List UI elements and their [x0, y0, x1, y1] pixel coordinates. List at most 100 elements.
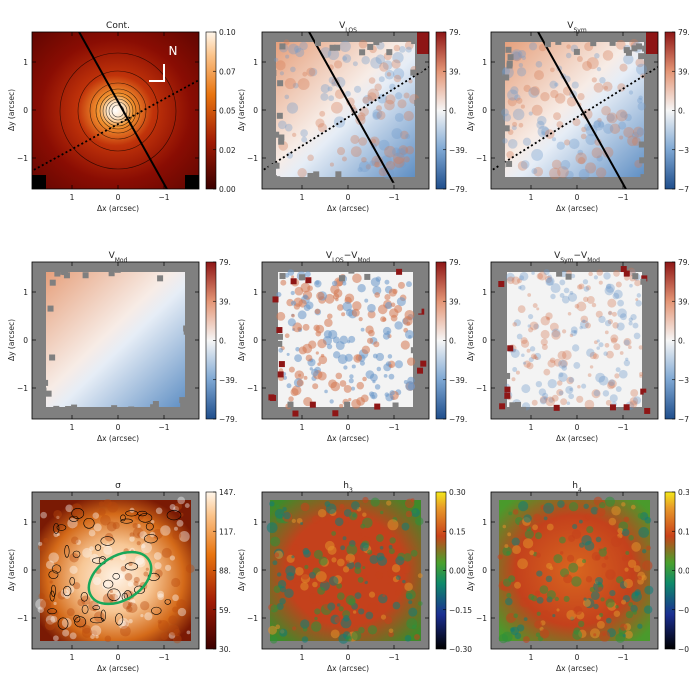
moment-speckle — [269, 501, 275, 507]
residual-speckle — [543, 268, 550, 276]
panel-title: VLOS — [339, 21, 357, 34]
residual-speckle — [547, 379, 557, 389]
moment-speckle — [359, 542, 369, 552]
residual-speckle — [309, 367, 313, 371]
velocity-speckle — [603, 85, 609, 90]
masked-pixel — [620, 266, 627, 273]
residual-speckle — [547, 359, 556, 368]
residual-speckle — [603, 351, 608, 356]
residual-speckle — [348, 378, 354, 384]
sigma-speckle — [37, 543, 46, 552]
colorbar-tick-label: 0.30 — [449, 488, 466, 497]
residual-speckle — [636, 293, 642, 298]
residual-speckle — [394, 321, 403, 330]
x-tick-label: −1 — [388, 423, 399, 432]
sigma-contour — [50, 584, 57, 597]
velocity-speckle — [512, 51, 521, 60]
sigma-contour — [53, 523, 60, 534]
moment-speckle — [571, 576, 582, 587]
moment-speckle — [539, 585, 549, 594]
sigma-speckle — [76, 618, 87, 629]
masked-pixel — [422, 271, 429, 278]
colorbar-tick-label: 0.30 — [678, 488, 689, 497]
moment-speckle — [376, 552, 385, 561]
moment-speckle — [517, 624, 525, 632]
residual-speckle — [529, 321, 539, 331]
velocity-speckle — [550, 89, 559, 99]
sigma-speckle — [133, 580, 139, 587]
moment-speckle — [388, 545, 393, 549]
masked-pixel — [544, 41, 551, 48]
moment-speckle — [345, 560, 350, 565]
masked-pixel — [655, 270, 658, 277]
sigma-speckle — [109, 589, 113, 593]
masked-pixel — [520, 406, 527, 413]
masked-pixel — [417, 340, 424, 347]
velocity-speckle — [286, 152, 294, 159]
sigma-speckle — [38, 541, 43, 546]
moment-speckle — [578, 519, 583, 524]
x-axis-label: Δx (arcsec) — [327, 204, 369, 213]
residual-speckle — [515, 370, 520, 375]
masked-pixel — [271, 359, 278, 366]
moment-speckle — [395, 556, 405, 566]
colorbar-tick-label: −0.30 — [678, 645, 689, 654]
moment-speckle — [358, 608, 365, 615]
masked-pixel — [38, 377, 45, 384]
residual-speckle — [615, 281, 622, 288]
sigma-speckle — [90, 625, 102, 637]
moment-speckle — [621, 502, 626, 507]
moment-speckle — [596, 620, 605, 629]
velocity-speckle — [279, 71, 285, 76]
residual-speckle — [518, 275, 525, 281]
residual-speckle — [372, 285, 382, 296]
x-tick-label: 0 — [346, 423, 351, 432]
residual-speckle — [559, 292, 565, 298]
sigma-speckle — [153, 552, 162, 560]
velocity-speckle — [560, 159, 571, 170]
residual-speckle — [583, 296, 589, 302]
residual-speckle — [396, 297, 406, 307]
velocity-speckle — [603, 123, 614, 134]
moment-speckle — [312, 581, 318, 588]
residual-speckle — [629, 400, 638, 409]
colorbar-tick-label: 0. — [219, 337, 226, 346]
x-tick-label: 1 — [529, 193, 534, 202]
moment-speckle — [605, 569, 616, 580]
masked-pixel — [504, 372, 511, 379]
velocity-speckle — [292, 82, 299, 89]
plot-area — [491, 492, 658, 649]
residual-speckle — [356, 381, 365, 390]
moment-speckle — [379, 545, 384, 550]
masked-pixel — [416, 150, 423, 157]
moment-speckle — [272, 560, 278, 566]
residual-speckle — [388, 373, 395, 380]
velocity-speckle — [606, 112, 618, 124]
residual-speckle — [528, 357, 534, 363]
velocity-speckle — [544, 129, 555, 139]
y-axis-label: Δy (arcsec) — [466, 89, 475, 131]
moment-speckle — [294, 560, 299, 565]
sigma-speckle — [177, 607, 187, 617]
residual-speckle — [630, 313, 637, 321]
sigma-contour — [103, 579, 114, 589]
residual-speckle — [545, 396, 556, 407]
title-rest: −V — [574, 251, 589, 261]
sigma-speckle — [69, 565, 78, 574]
residual-speckle — [506, 276, 515, 285]
masked-pixel — [364, 273, 371, 280]
compass-north-label: N — [169, 44, 178, 58]
velocity-speckle — [403, 156, 410, 163]
residual-speckle — [407, 376, 415, 385]
sigma-contour — [48, 570, 59, 579]
moment-speckle — [304, 564, 309, 570]
masked-pixel — [504, 34, 511, 41]
colorbar-tick-label: 117. — [219, 527, 236, 536]
moment-speckle — [510, 626, 520, 636]
velocity-speckle — [372, 108, 383, 119]
sigma-contour — [107, 588, 121, 601]
plot-area — [32, 492, 199, 649]
residual-speckle — [276, 291, 282, 298]
moment-speckle — [497, 554, 503, 560]
